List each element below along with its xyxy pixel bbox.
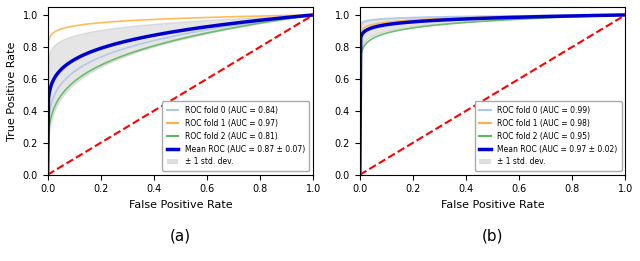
- Legend: ROC fold 0 (AUC = 0.84), ROC fold 1 (AUC = 0.97), ROC fold 2 (AUC = 0.81), Mean : ROC fold 0 (AUC = 0.84), ROC fold 1 (AUC…: [163, 102, 309, 171]
- Legend: ROC fold 0 (AUC = 0.99), ROC fold 1 (AUC = 0.98), ROC fold 2 (AUC = 0.95), Mean : ROC fold 0 (AUC = 0.99), ROC fold 1 (AUC…: [475, 102, 621, 171]
- Text: (a): (a): [170, 228, 191, 244]
- Y-axis label: True Positive Rate: True Positive Rate: [7, 41, 17, 140]
- X-axis label: False Positive Rate: False Positive Rate: [441, 200, 545, 210]
- Text: (b): (b): [482, 228, 504, 244]
- X-axis label: False Positive Rate: False Positive Rate: [129, 200, 232, 210]
